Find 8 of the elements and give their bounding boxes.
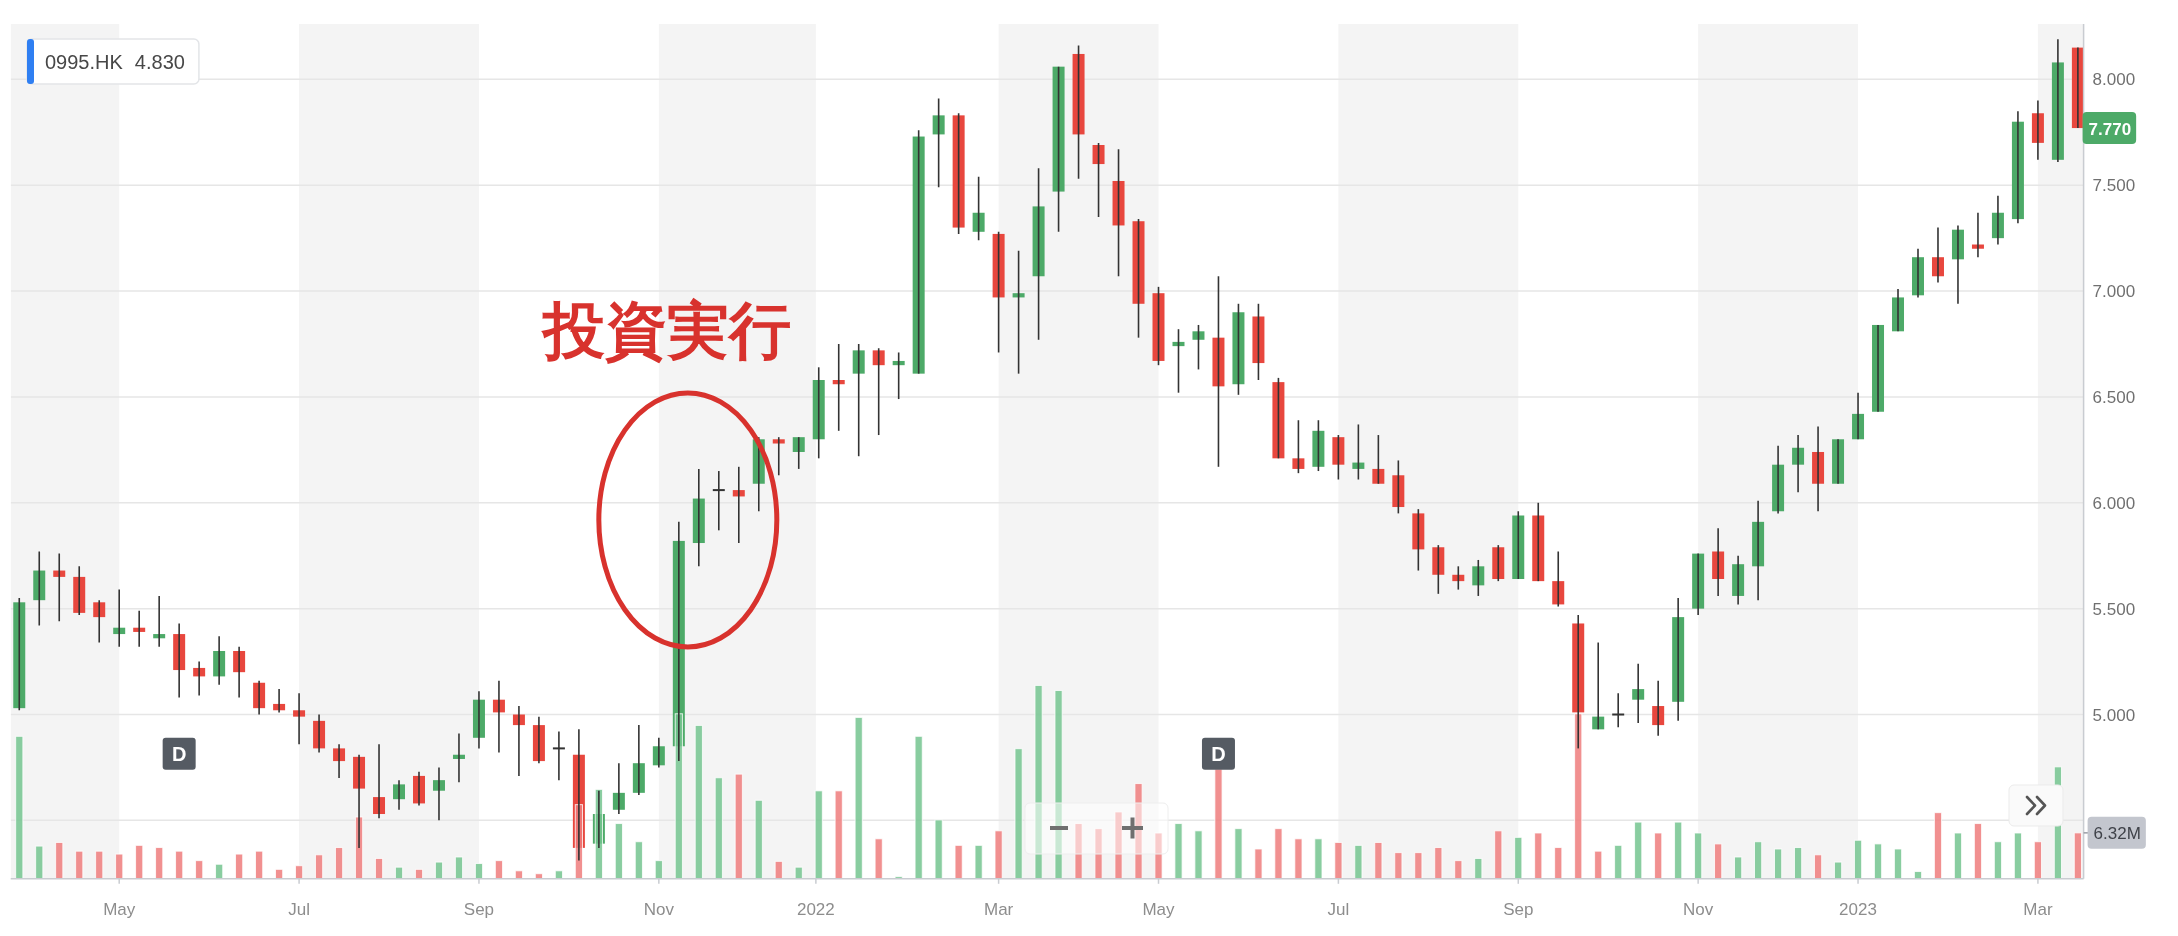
- y2-tick-label: 6.32M: [2093, 824, 2141, 844]
- annotation: 投資実行: [540, 295, 791, 365]
- annotation: D: [171, 742, 187, 765]
- annotation: 7.770: [2082, 112, 2137, 145]
- title: 0995.HK: [45, 50, 123, 73]
- annotation: 投資実行: [542, 295, 791, 650]
- subtitle: 4.830: [134, 50, 185, 73]
- annotation: D: [1211, 742, 1226, 765]
